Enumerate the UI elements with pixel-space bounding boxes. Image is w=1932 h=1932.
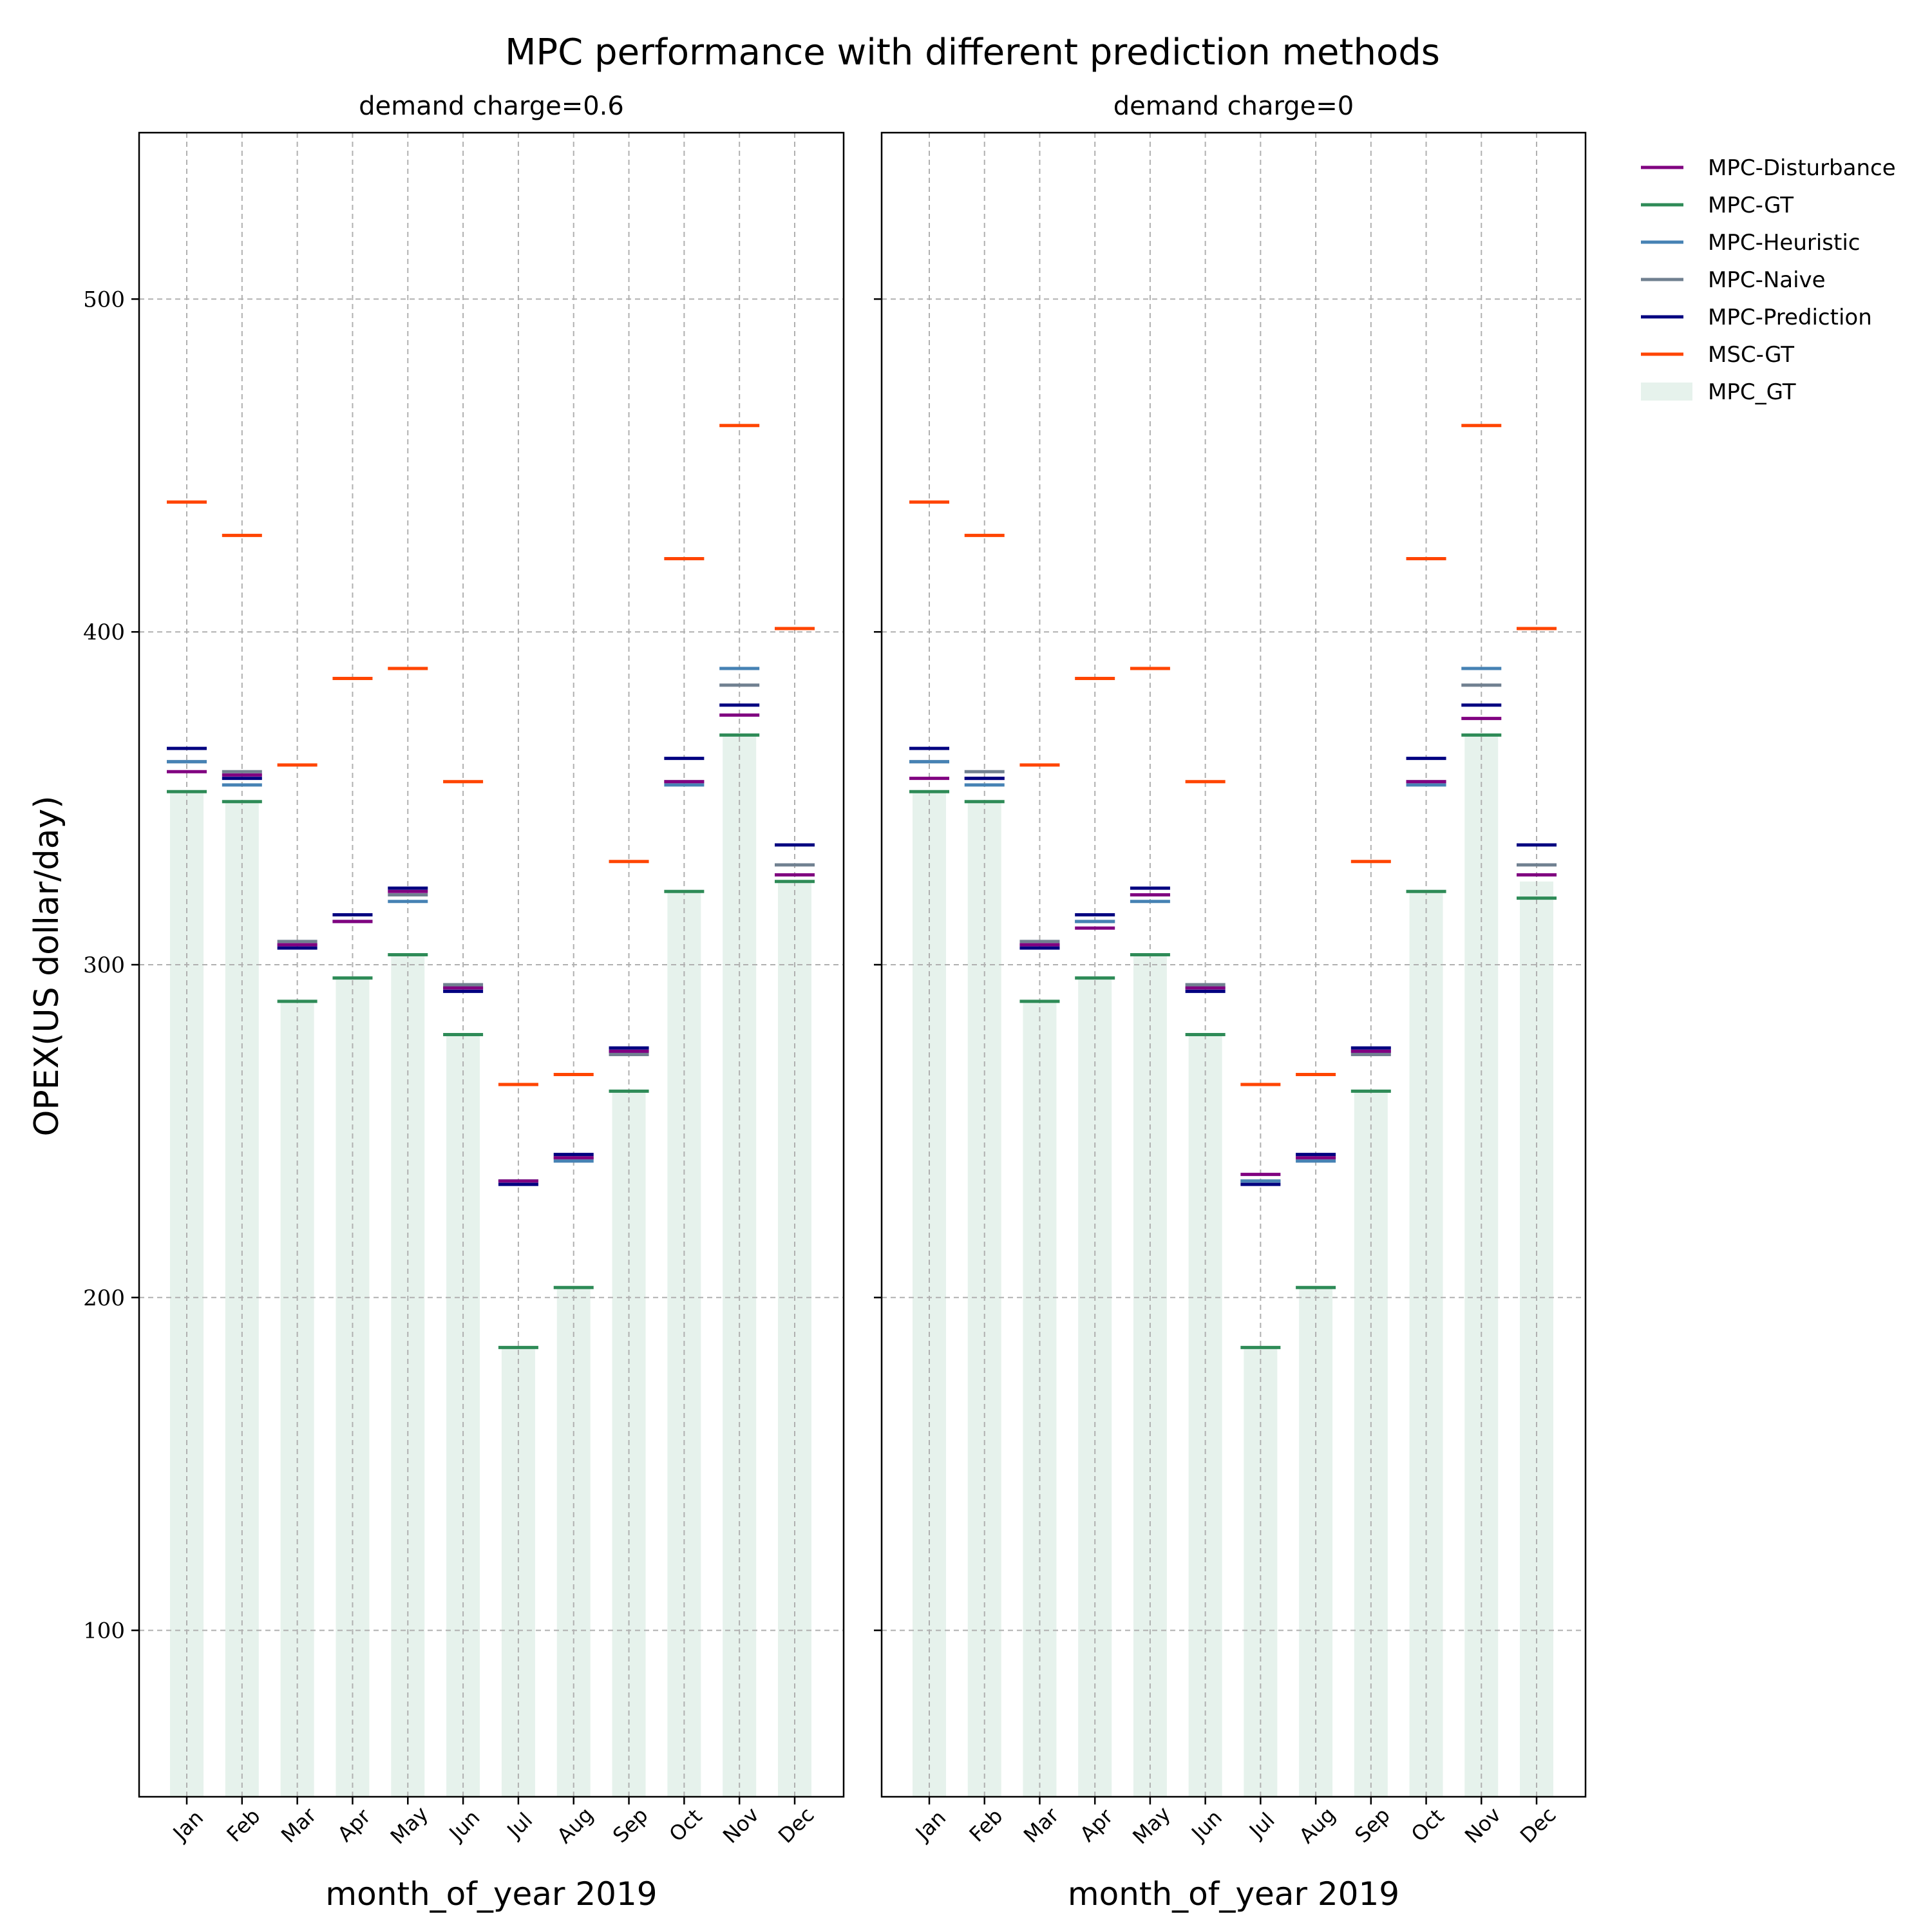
chart-title: MPC performance with different predictio…	[505, 32, 1440, 73]
x-tick-label-jan: Jan	[167, 1805, 208, 1846]
y-tick-label: 300	[83, 952, 125, 978]
x-tick-label-apr: Apr	[333, 1804, 376, 1847]
x-tick-label-apr: Apr	[1075, 1804, 1118, 1847]
x-tick-label-may: May	[1128, 1801, 1175, 1849]
bar-mpc-gt-dec	[778, 881, 811, 1797]
x-tick-label-aug: Aug	[552, 1803, 598, 1848]
x-tick-label-mar: Mar	[276, 1803, 321, 1848]
x-tick-label-oct: Oct	[665, 1804, 707, 1846]
legend-label-mpc-heuristic: MPC-Heuristic	[1708, 230, 1861, 256]
y-tick-label: 500	[83, 287, 125, 312]
bar-mpc-gt-jan	[913, 791, 946, 1797]
legend-label-mpc-disturbance: MPC-Disturbance	[1708, 155, 1896, 181]
x-tick-label-dec: Dec	[1515, 1803, 1561, 1848]
x-tick-label-jan: Jan	[910, 1805, 951, 1846]
x-tick-label-jul: Jul	[502, 1808, 538, 1844]
legend-label-mpc-naive: MPC-Naive	[1708, 267, 1826, 293]
x-tick-label-dec: Dec	[773, 1803, 819, 1848]
x-tick-label-nov: Nov	[1460, 1803, 1506, 1848]
panel-left: 100 200 300 400 500 Jan Feb Mar Apr May Jun Jul Aug S…	[83, 91, 845, 1913]
bar-mpc-gt-dec	[1520, 881, 1553, 1797]
x-tick-label-sep: Sep	[608, 1803, 653, 1848]
x-tick-label-sep: Sep	[1350, 1803, 1395, 1848]
legend-label-mpc-prediction: MPC-Prediction	[1708, 305, 1872, 330]
y-axis-label: OPEX(US dollar/day)	[28, 795, 66, 1136]
legend-label-msc-gt: MSC-GT	[1708, 342, 1794, 368]
x-tick-label-aug: Aug	[1294, 1803, 1340, 1848]
x-tick-label-may: May	[386, 1801, 433, 1849]
legend-swatch-bar	[1641, 383, 1692, 401]
legend-label-bar: MPC_GT	[1708, 379, 1796, 405]
x-tick-label-feb: Feb	[964, 1804, 1007, 1847]
legend-label-mpc-gt: MPC-GT	[1708, 193, 1794, 218]
panel-right: Jan Feb Mar Apr May Jun Jul Aug Sep Oct Nov Dec dema…	[874, 91, 1587, 1913]
x-tick-label-jun: Jun	[444, 1805, 485, 1846]
x-tick-label-jun: Jun	[1186, 1805, 1227, 1846]
x-axis-label: month_of_year 2019	[325, 1875, 657, 1913]
x-tick-label-jul: Jul	[1244, 1808, 1280, 1844]
panel-subtitle: demand charge=0.6	[359, 91, 624, 121]
bar-mpc-gt-jan	[170, 791, 204, 1797]
panel-subtitle: demand charge=0	[1113, 91, 1354, 121]
y-tick-label: 100	[83, 1618, 125, 1644]
x-axis-label: month_of_year 2019	[1068, 1875, 1399, 1913]
y-tick-label: 200	[83, 1285, 125, 1311]
x-tick-label-oct: Oct	[1406, 1804, 1449, 1846]
y-tick-label: 400	[83, 620, 125, 645]
x-tick-label-feb: Feb	[222, 1804, 265, 1847]
x-tick-label-nov: Nov	[718, 1803, 764, 1848]
legend: MPC-Disturbance MPC-GT MPC-Heuristic MPC-Na…	[1641, 155, 1896, 405]
x-tick-label-mar: Mar	[1019, 1803, 1064, 1848]
